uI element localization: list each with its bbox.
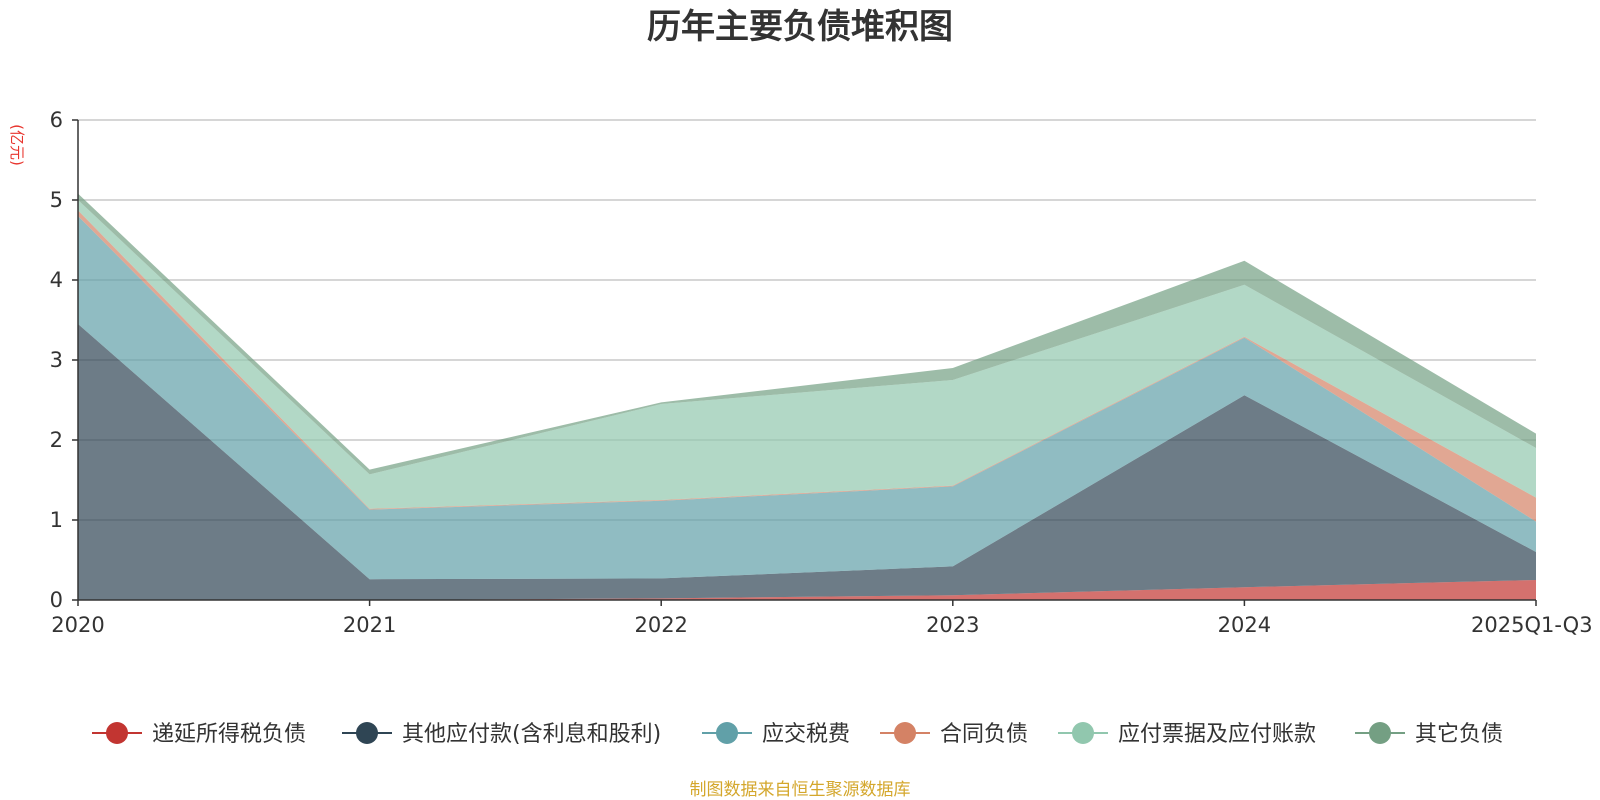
y-tick-label: 1 — [50, 508, 63, 532]
legend-marker — [106, 722, 128, 744]
legend-label: 其他应付款(含利息和股利) — [402, 722, 661, 747]
legend-label: 合同负债 — [940, 722, 1028, 747]
legend-marker — [716, 722, 738, 744]
chart-title: 历年主要负债堆积图 — [647, 7, 953, 47]
legend-label: 递延所得税负债 — [152, 722, 306, 747]
x-tick-label: 2020 — [51, 613, 104, 637]
legend-marker — [1369, 722, 1391, 744]
legend-item[interactable]: 其它负债 — [1355, 722, 1503, 747]
legend-label: 其它负债 — [1415, 722, 1503, 747]
legend-item[interactable]: 递延所得税负债 — [92, 722, 306, 747]
x-tick-label: 2025Q1-Q3 — [1471, 613, 1593, 637]
x-tick-label: 2022 — [634, 613, 687, 637]
legend-marker — [356, 722, 378, 744]
axes: 0 1 2 3 4 5 6 2020 2021 2022 2023 2024 2025Q1-Q3 — [50, 108, 1593, 637]
y-tick-label: 5 — [50, 188, 63, 212]
legend-marker — [894, 722, 916, 744]
x-tick-label: 2021 — [343, 613, 396, 637]
source-note: 制图数据来自恒生聚源数据库 — [690, 780, 911, 800]
legend-marker — [1072, 722, 1094, 744]
area-应付票据及应付账款 — [78, 200, 1536, 509]
legend: 递延所得税负债 其他应付款(含利息和股利) 应交税费 合同负债 应付票据及应付账款 其它负… — [92, 722, 1503, 747]
legend-label: 应付票据及应付账款 — [1118, 722, 1316, 747]
x-tick-label: 2024 — [1218, 613, 1271, 637]
legend-item[interactable]: 其他应付款(含利息和股利) — [342, 722, 661, 747]
x-tick-label: 2023 — [926, 613, 979, 637]
y-axis-unit: (亿元) — [8, 124, 26, 166]
legend-item[interactable]: 合同负债 — [880, 722, 1028, 747]
legend-label: 应交税费 — [762, 722, 850, 747]
y-tick-label: 6 — [50, 108, 63, 132]
y-tick-label: 3 — [50, 348, 63, 372]
y-tick-label: 0 — [50, 588, 63, 612]
area-递延所得税负债 — [78, 580, 1536, 600]
area-应交税费 — [78, 216, 1536, 580]
series-areas — [78, 193, 1536, 600]
y-tick-label: 2 — [50, 428, 63, 452]
area-其他应付款(含利息和股利) — [78, 324, 1536, 600]
legend-item[interactable]: 应交税费 — [702, 722, 850, 747]
y-tick-label: 4 — [50, 268, 63, 292]
legend-item[interactable]: 应付票据及应付账款 — [1058, 722, 1316, 747]
